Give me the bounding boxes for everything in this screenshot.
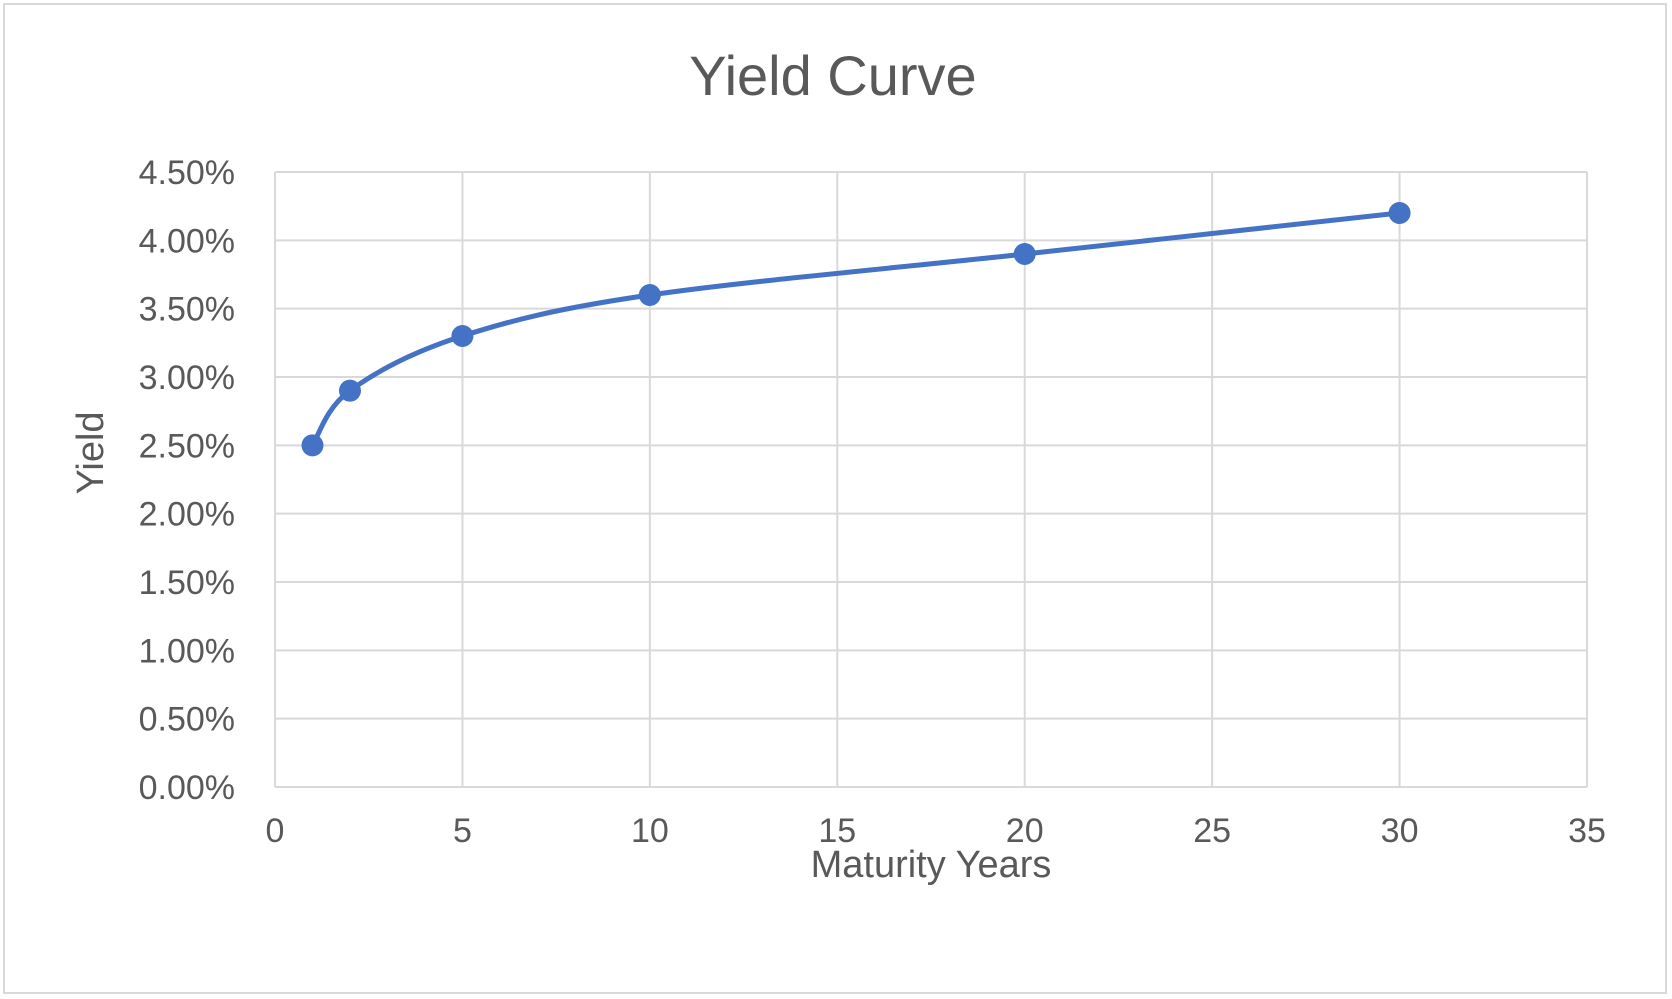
x-tick-label: 20 — [1006, 812, 1044, 850]
data-point[interactable] — [1013, 243, 1036, 265]
x-tick-label: 5 — [453, 812, 472, 850]
data-point[interactable] — [451, 325, 474, 347]
y-tick-label: 1.50% — [139, 564, 235, 602]
data-point[interactable] — [301, 434, 324, 457]
x-tick-label: 10 — [631, 812, 669, 850]
y-axis-ticks: 0.00% 0.50% 1.00% 1.50% 2.00% 2.50% 3.00% 3.50%… — [139, 154, 235, 807]
x-tick-label: 35 — [1568, 812, 1606, 850]
y-tick-label: 3.50% — [139, 291, 235, 329]
y-tick-label: 2.50% — [139, 427, 235, 465]
x-tick-label: 30 — [1381, 812, 1419, 850]
y-tick-label: 4.50% — [139, 154, 235, 192]
data-point[interactable] — [338, 379, 361, 402]
x-axis-title: Maturity Years — [811, 844, 1052, 886]
y-tick-label: 2.00% — [139, 496, 235, 534]
series-line — [309, 210, 1403, 448]
y-axis-title: Yield — [70, 411, 112, 494]
yield-curve-chart: Yield Curve 0.00% 0.50% 1.00% 1.50% 2.00% 2.5… — [70, 44, 1606, 886]
data-point[interactable] — [638, 284, 661, 306]
y-tick-label: 1.00% — [139, 632, 235, 670]
series-layer — [301, 202, 1411, 457]
grid-layer — [274, 171, 1588, 788]
y-tick-label: 0.00% — [139, 769, 235, 807]
x-tick-label: 0 — [266, 812, 285, 850]
chart-frame: Yield Curve 0.00% 0.50% 1.00% 1.50% 2.00% 2.5… — [3, 3, 1667, 994]
x-tick-label: 15 — [818, 812, 856, 850]
y-tick-label: 0.50% — [139, 701, 235, 739]
data-point[interactable] — [1388, 202, 1411, 224]
y-tick-label: 3.00% — [139, 359, 235, 397]
chart-title: Yield Curve — [689, 44, 976, 107]
y-tick-label: 4.00% — [139, 222, 235, 260]
x-tick-label: 25 — [1193, 812, 1231, 850]
x-axis-ticks: 0 5 10 15 20 25 30 35 — [266, 812, 1606, 850]
